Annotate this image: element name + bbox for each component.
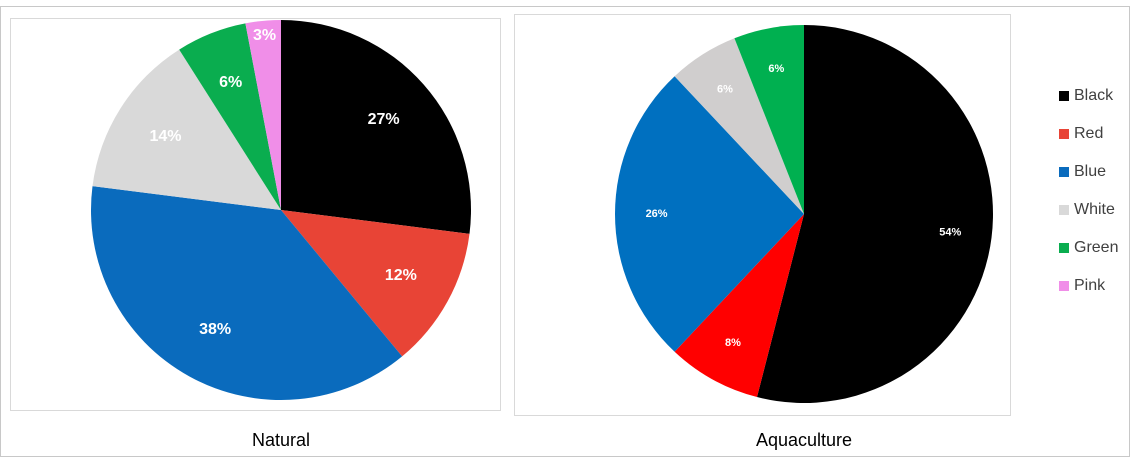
data-label: 14% — [149, 128, 181, 145]
data-label: 12% — [385, 267, 417, 284]
pie-slice — [281, 210, 470, 357]
data-label: 54% — [939, 226, 961, 238]
legend-swatch — [1059, 129, 1069, 139]
pie-slice — [92, 49, 282, 210]
legend-swatch — [1059, 205, 1069, 215]
data-label: 3% — [253, 27, 276, 44]
data-label: 6% — [717, 83, 733, 95]
chart-title: Aquaculture — [756, 430, 852, 450]
legend-swatch — [1059, 167, 1069, 177]
pie-slice — [734, 25, 804, 214]
pie-slice — [615, 76, 804, 352]
legend-label: White — [1074, 201, 1115, 218]
data-label: 26% — [646, 208, 668, 220]
data-label: 27% — [368, 111, 400, 128]
pie-slice — [245, 20, 281, 210]
legend-label: Pink — [1074, 277, 1106, 294]
pie-slice — [179, 23, 281, 211]
pie-slice — [281, 20, 471, 234]
pie-slice — [90, 186, 403, 401]
pie-slice — [674, 214, 804, 398]
data-label: 6% — [219, 74, 242, 91]
legend-swatch — [1059, 281, 1069, 291]
data-label: 6% — [768, 63, 784, 75]
pie-slice — [674, 38, 804, 214]
legend-label: Green — [1074, 239, 1118, 256]
legend-swatch — [1059, 91, 1069, 101]
chart-title: Natural — [252, 430, 310, 450]
data-label: 38% — [199, 321, 231, 338]
legend-label: Blue — [1074, 163, 1106, 180]
legend-label: Black — [1074, 87, 1114, 104]
legend-label: Red — [1074, 125, 1103, 142]
legend-swatch — [1059, 243, 1069, 253]
data-label: 8% — [725, 337, 741, 349]
pie-slice — [756, 25, 994, 404]
